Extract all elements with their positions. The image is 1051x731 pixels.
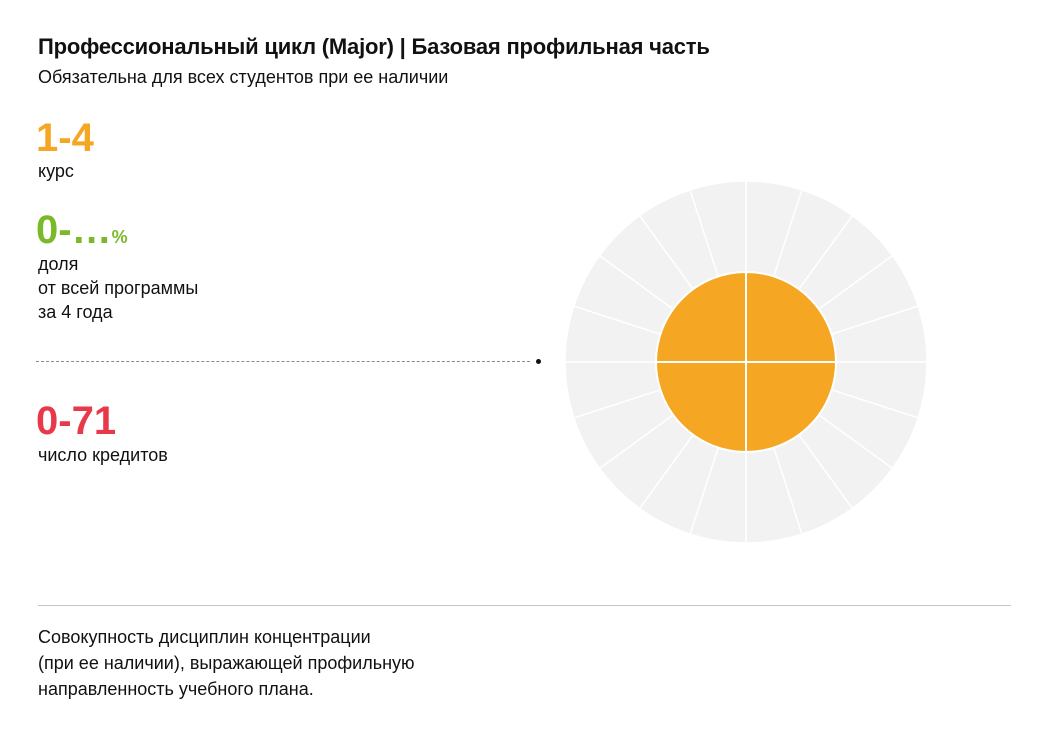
- description-text: Совокупность дисциплин концентрации (при…: [38, 624, 415, 702]
- page-title: Профессиональный цикл (Major) | Базовая …: [38, 34, 710, 59]
- outer-segment-ring: [564, 180, 928, 544]
- course-label: курс: [38, 161, 74, 181]
- dashed-connector-line: [36, 361, 530, 362]
- share-label: доля от всей программы за 4 года: [38, 252, 198, 324]
- page-subtitle: Обязательна для всех студентов при ее на…: [38, 67, 449, 87]
- share-value-number: 0-…: [36, 208, 112, 252]
- credits-label: число кредитов: [38, 445, 168, 465]
- inner-core-circle: [654, 270, 838, 454]
- share-label-line: доля: [38, 254, 79, 274]
- credits-range-value: 0-71: [36, 399, 117, 443]
- segment-wheel-diagram: [564, 180, 928, 544]
- inner-quadrant: [745, 270, 838, 363]
- section-divider: [38, 605, 1011, 606]
- inner-quadrant: [654, 270, 747, 363]
- course-range-value: 1-4: [36, 116, 94, 160]
- description-line: Совокупность дисциплин концентрации: [38, 627, 371, 647]
- share-label-line: от всей программы: [38, 278, 199, 298]
- share-label-line: за 4 года: [38, 302, 113, 322]
- description-line: направленность учебного плана.: [38, 679, 314, 699]
- share-range-value: 0-…%: [36, 210, 128, 250]
- connector-dot: [536, 359, 541, 364]
- inner-quadrant: [745, 361, 838, 454]
- share-percent-sign: %: [111, 227, 128, 247]
- inner-quadrant: [654, 361, 747, 454]
- description-line: (при ее наличии), выражающей профильную: [38, 653, 415, 673]
